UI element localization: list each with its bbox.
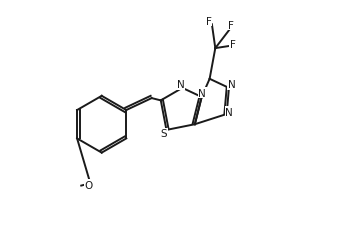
Text: F: F bbox=[206, 17, 212, 27]
Text: N: N bbox=[198, 88, 206, 98]
Text: F: F bbox=[227, 21, 234, 31]
Text: S: S bbox=[160, 129, 167, 139]
Text: N: N bbox=[225, 107, 233, 117]
Text: O: O bbox=[84, 180, 93, 190]
Text: F: F bbox=[230, 40, 236, 50]
Text: N: N bbox=[227, 80, 235, 90]
Text: N: N bbox=[177, 80, 184, 90]
